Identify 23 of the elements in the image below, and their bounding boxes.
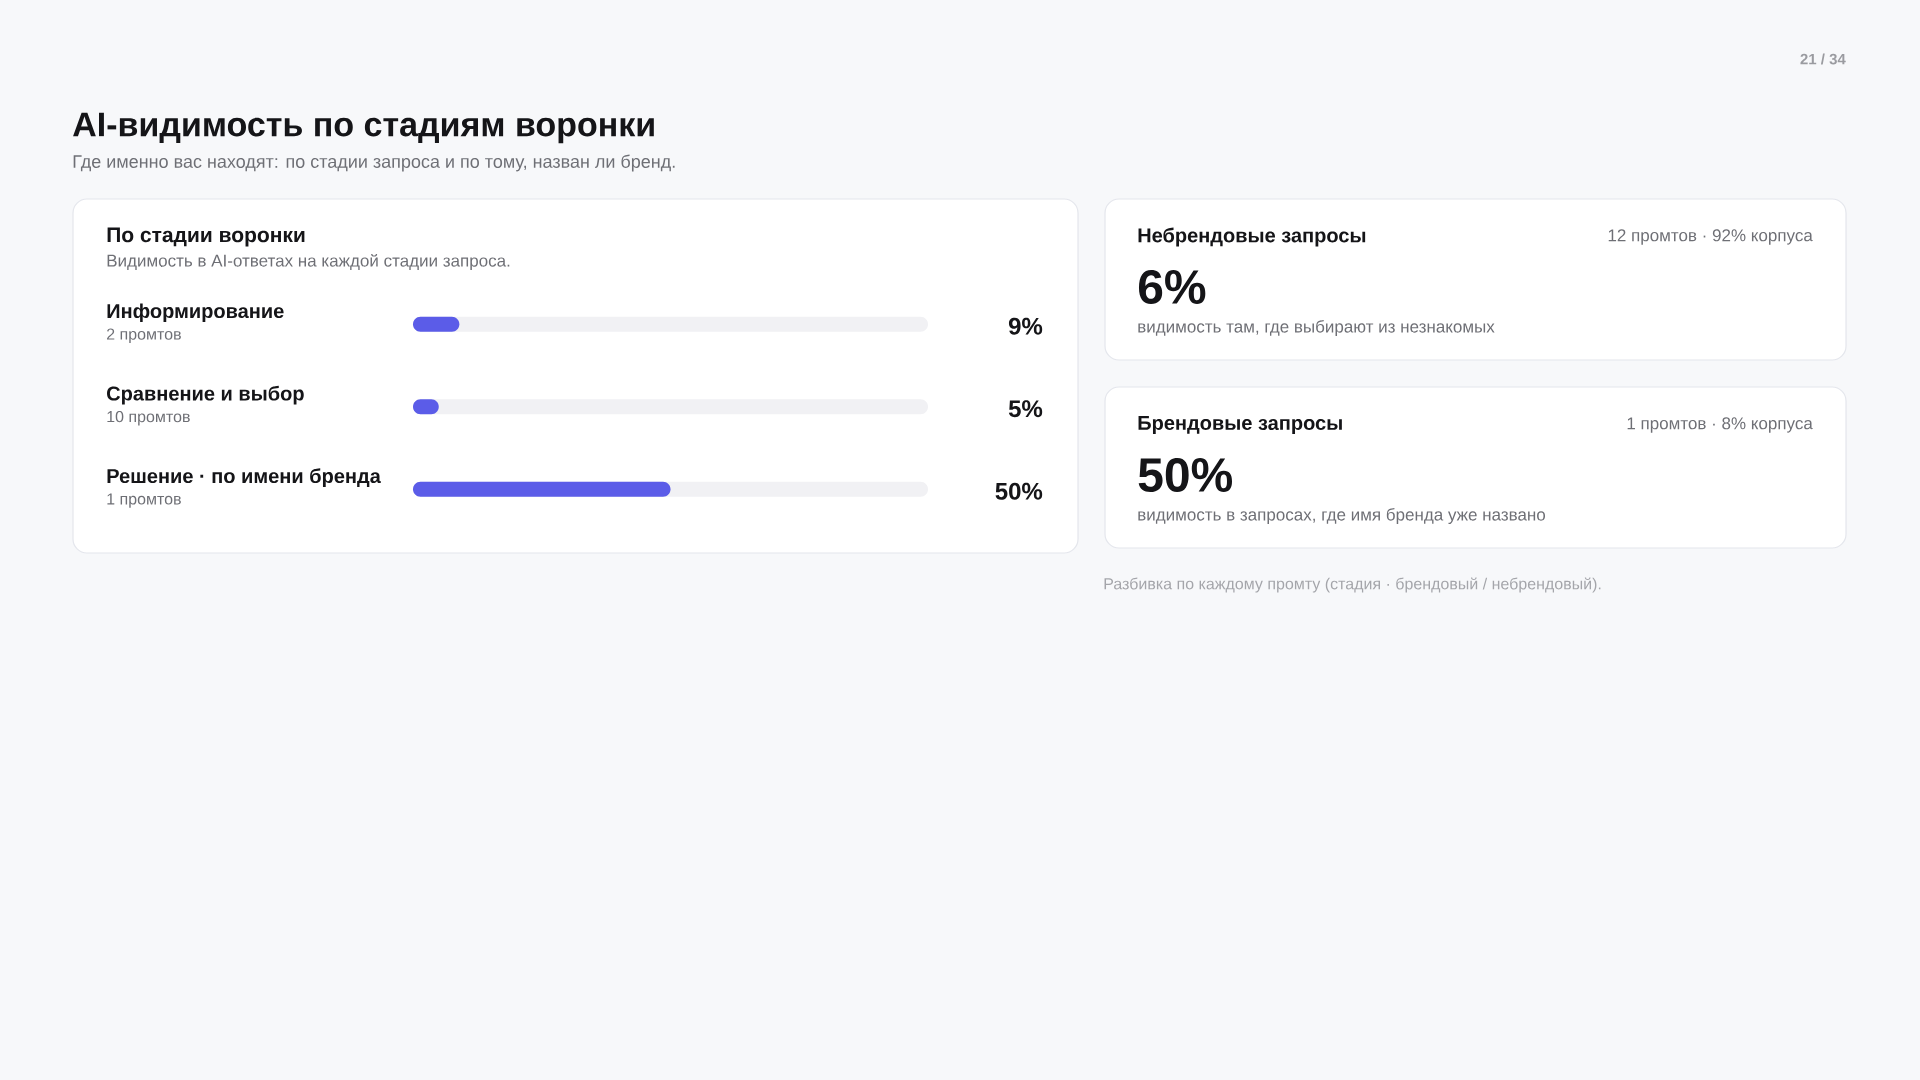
y-tick-label: Информирование <box>107 303 284 323</box>
text: Где именно вас находят: по стадии запроса и по тому, назван ли бренд. <box>73 154 675 172</box>
text: По стадии воронки <box>107 227 305 247</box>
text: 12 промтов · 92% корпуса <box>1608 229 1813 245</box>
text: Брендовые запросы <box>1138 416 1342 434</box>
text: 1 промтов <box>107 493 181 508</box>
data-label: 50% <box>995 482 1043 500</box>
text: видимость в запросах, где имя бренда уже названо <box>1138 508 1546 524</box>
y-tick-label: Решение · по имени бренда <box>107 468 381 488</box>
text: Разбивка по каждому промту (стадия · брендовый / небрендовый). <box>1104 577 1601 593</box>
text: 10 промтов <box>107 410 190 426</box>
data-label: 9% <box>1008 317 1043 335</box>
text: 21 / 34 <box>1800 53 1846 65</box>
data-label: 5% <box>1008 400 1043 418</box>
y-tick-label: Сравнение и выбор <box>107 385 304 405</box>
text: 50% <box>1138 458 1233 492</box>
text: 2 промтов <box>107 328 181 343</box>
text: Небрендовые запросы <box>1138 227 1366 247</box>
text: видимость там, где выбирают из незнакомых <box>1138 320 1495 336</box>
text: 6% <box>1138 270 1206 304</box>
text: AI-видимость по стадиям воронки <box>73 112 654 144</box>
text: 1 промтов · 8% корпуса <box>1627 417 1813 433</box>
chart-subtitle: Видимость в AI-ответах на каждой стадии запроса. <box>107 253 510 271</box>
